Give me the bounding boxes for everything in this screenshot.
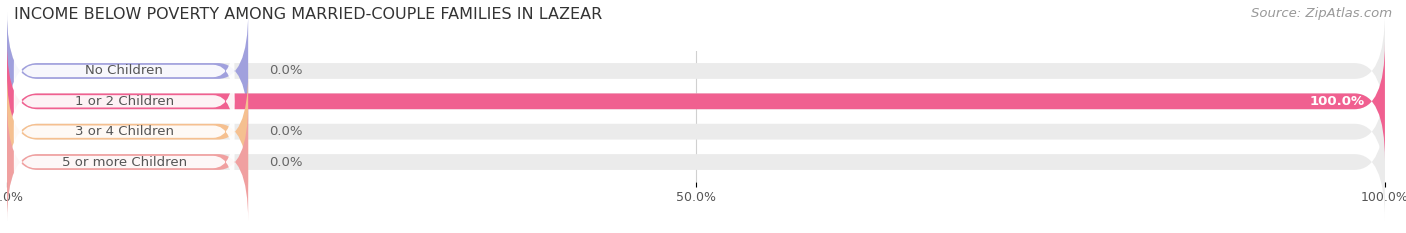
FancyBboxPatch shape (14, 91, 235, 172)
FancyBboxPatch shape (14, 61, 235, 142)
Text: 0.0%: 0.0% (269, 65, 302, 78)
FancyBboxPatch shape (7, 103, 1385, 221)
Text: 0.0%: 0.0% (269, 125, 302, 138)
Text: No Children: No Children (86, 65, 163, 78)
FancyBboxPatch shape (7, 12, 249, 130)
Text: 0.0%: 0.0% (269, 155, 302, 168)
FancyBboxPatch shape (7, 73, 1385, 191)
FancyBboxPatch shape (7, 103, 249, 221)
FancyBboxPatch shape (14, 31, 235, 112)
Text: 5 or more Children: 5 or more Children (62, 155, 187, 168)
Text: 3 or 4 Children: 3 or 4 Children (75, 125, 174, 138)
Text: INCOME BELOW POVERTY AMONG MARRIED-COUPLE FAMILIES IN LAZEAR: INCOME BELOW POVERTY AMONG MARRIED-COUPL… (14, 7, 602, 22)
FancyBboxPatch shape (7, 12, 1385, 130)
FancyBboxPatch shape (7, 42, 1385, 160)
Text: Source: ZipAtlas.com: Source: ZipAtlas.com (1251, 7, 1392, 20)
FancyBboxPatch shape (7, 42, 1385, 160)
FancyBboxPatch shape (14, 121, 235, 202)
Text: 100.0%: 100.0% (1309, 95, 1364, 108)
FancyBboxPatch shape (7, 73, 249, 191)
Text: 1 or 2 Children: 1 or 2 Children (75, 95, 174, 108)
